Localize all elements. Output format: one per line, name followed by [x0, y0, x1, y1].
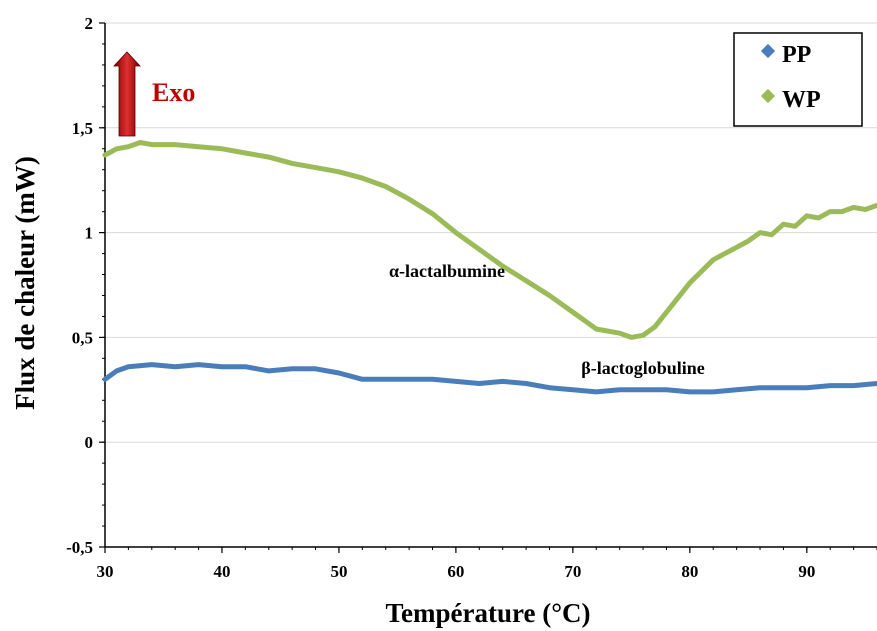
x-tick-label: 40	[213, 562, 230, 581]
grid-lines	[105, 22, 877, 443]
y-tick-label: -0,5	[66, 538, 93, 557]
x-tick-label: 60	[447, 562, 464, 581]
series-line-pp	[102, 362, 877, 395]
x-tick-label: 30	[97, 562, 114, 581]
y-axis-label: Flux de chaleur (mW)	[10, 156, 40, 410]
x-tick-label: 50	[330, 562, 347, 581]
legend-box	[733, 32, 863, 127]
y-tick-label: 1,5	[72, 119, 93, 138]
x-tick-labels: 30 40 50 60 70 80 90	[97, 562, 816, 581]
x-tick-label: 70	[564, 562, 581, 581]
legend: PP WP	[733, 32, 863, 127]
legend-label-wp: WP	[782, 87, 821, 113]
annotation-beta-lactoglobuline: β-lactoglobuline	[581, 358, 705, 378]
x-axis-label: Température (°C)	[385, 598, 590, 628]
y-tick-label: 0	[85, 433, 94, 452]
y-tick-label: 2	[85, 14, 94, 33]
exo-label: Exo	[152, 78, 195, 107]
y-tick-label: 1	[85, 224, 94, 243]
x-tick-label: 80	[681, 562, 698, 581]
legend-marker-wp	[760, 88, 776, 104]
exo-annotation: Exo	[113, 51, 195, 137]
series-lines	[102, 140, 877, 395]
y-tick-label: 0,5	[72, 328, 93, 347]
x-tick-label: 90	[798, 562, 815, 581]
exo-arrow-icon	[113, 51, 141, 137]
y-tick-labels: -0,5 0 0,5 1 1,5 2	[66, 14, 93, 557]
legend-label-pp: PP	[782, 42, 811, 68]
legend-marker-pp	[760, 43, 776, 59]
series-line-wp	[102, 140, 877, 340]
annotation-alpha-lactalbumine: α-lactalbumine	[389, 261, 505, 281]
axes	[99, 22, 877, 553]
